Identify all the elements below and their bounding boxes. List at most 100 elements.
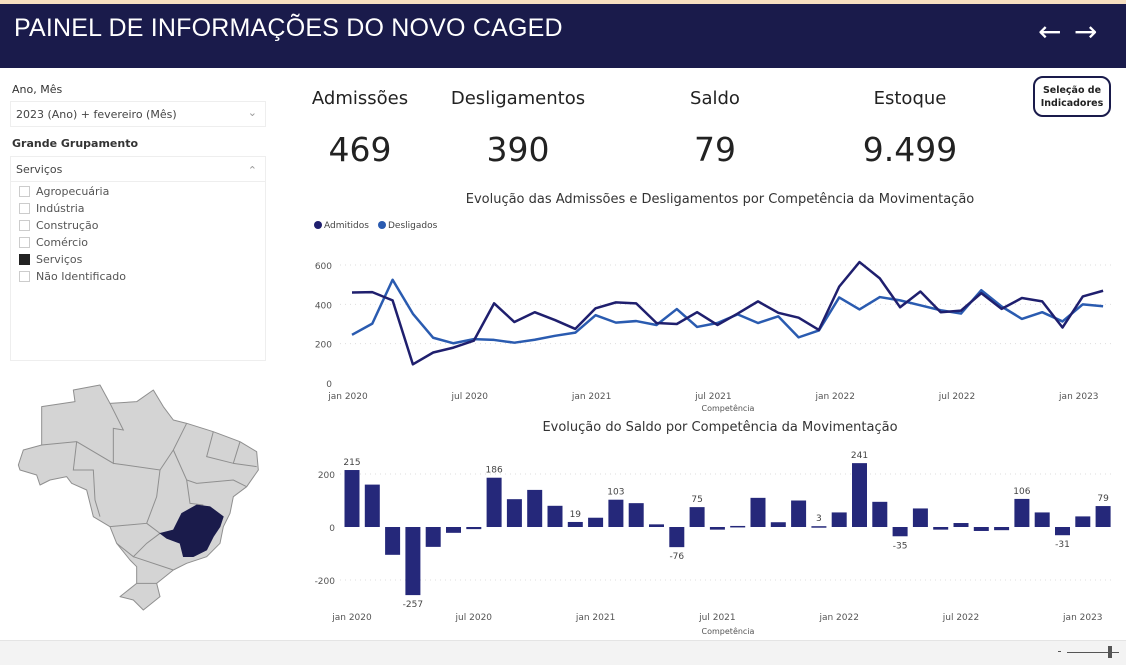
zoom-slider-track[interactable] (1067, 652, 1119, 653)
x-tick-label: jan 2021 (575, 613, 616, 623)
saldo-bar (872, 501, 888, 527)
bar-chart-title: Evolução do Saldo por Competência da Mov… (542, 420, 898, 435)
kpi-value: 469 (328, 130, 392, 169)
saldo-bar (446, 527, 461, 533)
checkbox[interactable] (19, 202, 30, 214)
back-arrow-icon[interactable]: ← (1038, 15, 1062, 48)
period-value: 2023 (Ano) + fevereiro (Mês) (16, 108, 177, 121)
saldo-bar (547, 505, 563, 527)
saldo-bar (750, 497, 766, 527)
bar-data-label: 103 (607, 488, 624, 498)
saldo-bar (1055, 527, 1070, 536)
x-tick-label: jul 2020 (455, 613, 493, 623)
saldo-bar (973, 527, 989, 531)
saldo-bar (831, 512, 847, 527)
saldo-bar (669, 527, 685, 548)
legend-admitidos-marker (314, 221, 322, 229)
group-option[interactable]: Comércio (19, 234, 88, 250)
saldo-bar (1095, 506, 1111, 527)
kpi-value: 9.499 (862, 130, 958, 169)
series-line-admitidos (351, 260, 1104, 366)
brazil-map[interactable] (0, 370, 280, 630)
group-option[interactable]: Indústria (19, 200, 85, 216)
bar-data-label: -257 (403, 600, 423, 610)
y-tick-label: -200 (315, 577, 336, 587)
period-dropdown[interactable]: 2023 (Ano) + fevereiro (Mês) ⌄ (10, 101, 266, 127)
x-axis-title: Competência (702, 403, 755, 413)
bar-data-label: -35 (893, 541, 908, 551)
group-dropdown[interactable]: Serviços ⌃ (10, 156, 266, 182)
chevron-down-icon: ⌄ (247, 106, 257, 119)
saldo-bar (425, 527, 441, 547)
y-tick-label: 200 (318, 471, 335, 481)
bar-data-label: 19 (570, 510, 582, 520)
y-tick-label: 0 (326, 380, 332, 390)
top-strip (0, 0, 1126, 4)
minas-gerais-highlight[interactable] (159, 504, 224, 557)
state-borders (41, 403, 257, 584)
bar-data-label: -76 (669, 552, 684, 562)
saldo-bar (628, 503, 644, 527)
checkbox[interactable] (19, 236, 30, 248)
saldo-bar (364, 484, 380, 527)
zoom-out-icon[interactable] (1058, 651, 1061, 652)
saldo-bar (486, 477, 502, 527)
period-filter-label: Ano, Mês (12, 83, 63, 96)
checkbox[interactable] (19, 270, 30, 282)
group-option[interactable]: Agropecuária (19, 183, 109, 199)
bar-data-label: 79 (1097, 494, 1109, 504)
x-tick-label: jul 2020 (451, 392, 489, 402)
group-option[interactable]: Serviços (19, 251, 82, 267)
saldo-bar (608, 499, 624, 527)
saldo-bar (912, 508, 928, 527)
admissions-line-chart: Admitidos Desligados 0 200 400 600 jan 2020 jul… (314, 221, 1112, 413)
x-tick-label: jan 2022 (814, 392, 855, 402)
saldo-bar (506, 499, 522, 527)
zoom-slider-handle[interactable] (1108, 646, 1112, 658)
select-indicators-button[interactable]: Seleção de Indicadores (1033, 76, 1111, 117)
x-axis-title: Competência (702, 626, 755, 636)
kpi-label: Saldo (690, 88, 740, 109)
saldo-bar (1034, 512, 1050, 527)
checkbox[interactable] (19, 253, 30, 265)
page-title: PAINEL DE INFORMAÇÕES DO NOVO CAGED (14, 14, 563, 42)
group-value: Serviços (16, 163, 63, 176)
saldo-bar (852, 463, 867, 527)
status-bar (0, 640, 1126, 665)
bar-data-label: 3 (816, 514, 822, 524)
brazil-states[interactable] (17, 384, 259, 611)
bar-data-label: 241 (851, 451, 868, 461)
forward-arrow-icon[interactable]: → (1074, 15, 1098, 48)
line-chart-title: Evolução das Admissões e Desligamentos p… (465, 192, 975, 207)
group-option-label: Serviços (36, 252, 83, 266)
bar-data-label: -31 (1055, 540, 1070, 550)
group-options-list: Agropecuária Indústria Construção Comércio S… (10, 181, 266, 361)
saldo-bar (385, 527, 401, 555)
x-tick-label: jul 2021 (698, 613, 735, 623)
legend-admitidos: Admitidos (324, 221, 369, 231)
x-tick-label: jan 2021 (571, 392, 612, 402)
x-tick-label: jul 2022 (942, 613, 979, 623)
saldo-bar (567, 521, 583, 527)
saldo-bar (405, 527, 421, 596)
x-tick-label: jan 2020 (331, 613, 372, 623)
saldo-bar (730, 525, 746, 528)
group-option[interactable]: Construção (19, 217, 98, 233)
group-option-label: Agropecuária (36, 184, 110, 198)
saldo-bar (1014, 498, 1030, 527)
checkbox[interactable] (19, 185, 30, 197)
saldo-bar (770, 522, 786, 527)
bar-data-label: 75 (691, 495, 702, 505)
saldo-bar (527, 489, 543, 527)
group-option-label: Comércio (36, 235, 89, 249)
bar-data-label: 106 (1013, 487, 1030, 497)
saldo-bar (994, 527, 1010, 531)
x-tick-label: jul 2021 (694, 392, 731, 402)
x-tick-label: jan 2023 (1058, 392, 1099, 402)
x-tick-label: jan 2020 (327, 392, 368, 402)
kpi-label: Admissões (311, 88, 409, 109)
group-option[interactable]: Não Identificado (19, 268, 126, 284)
checkbox[interactable] (19, 219, 30, 231)
y-tick-label: 600 (315, 262, 332, 272)
saldo-bar (791, 500, 807, 527)
